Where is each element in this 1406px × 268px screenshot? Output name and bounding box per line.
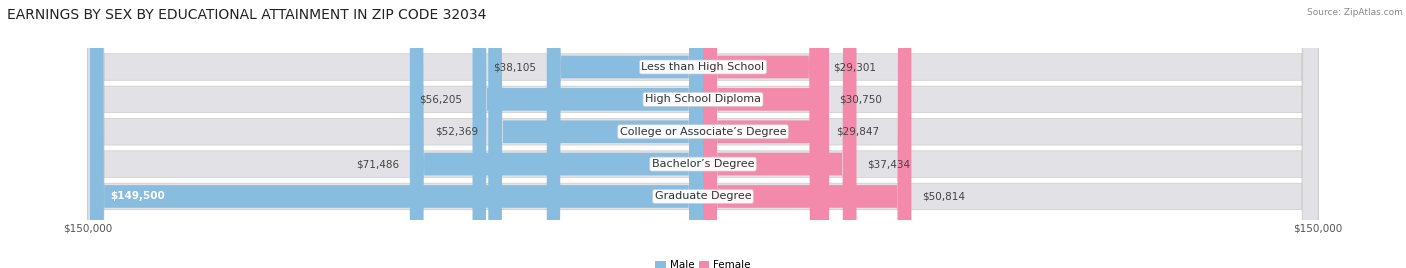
FancyBboxPatch shape — [472, 0, 703, 268]
Text: Bachelor’s Degree: Bachelor’s Degree — [652, 159, 754, 169]
Text: $38,105: $38,105 — [494, 62, 537, 72]
Text: $52,369: $52,369 — [434, 127, 478, 137]
FancyBboxPatch shape — [703, 0, 856, 268]
FancyBboxPatch shape — [547, 0, 703, 268]
Text: High School Diploma: High School Diploma — [645, 94, 761, 104]
Text: College or Associate’s Degree: College or Associate’s Degree — [620, 127, 786, 137]
Text: $30,750: $30,750 — [839, 94, 882, 104]
Text: $71,486: $71,486 — [357, 159, 399, 169]
FancyBboxPatch shape — [703, 0, 823, 268]
FancyBboxPatch shape — [90, 0, 703, 268]
Text: $56,205: $56,205 — [419, 94, 463, 104]
Legend: Male, Female: Male, Female — [651, 256, 755, 268]
Text: $37,434: $37,434 — [866, 159, 910, 169]
Text: Graduate Degree: Graduate Degree — [655, 191, 751, 202]
Text: $29,301: $29,301 — [834, 62, 876, 72]
FancyBboxPatch shape — [87, 0, 1319, 268]
FancyBboxPatch shape — [87, 0, 1319, 268]
Text: Less than High School: Less than High School — [641, 62, 765, 72]
FancyBboxPatch shape — [703, 0, 911, 268]
FancyBboxPatch shape — [488, 0, 703, 268]
Text: $29,847: $29,847 — [835, 127, 879, 137]
Text: $149,500: $149,500 — [111, 191, 165, 202]
FancyBboxPatch shape — [703, 0, 825, 268]
FancyBboxPatch shape — [703, 0, 830, 268]
FancyBboxPatch shape — [87, 0, 1319, 268]
FancyBboxPatch shape — [87, 0, 1319, 268]
Text: Source: ZipAtlas.com: Source: ZipAtlas.com — [1308, 8, 1403, 17]
Text: $50,814: $50,814 — [921, 191, 965, 202]
FancyBboxPatch shape — [87, 0, 1319, 268]
FancyBboxPatch shape — [409, 0, 703, 268]
Text: EARNINGS BY SEX BY EDUCATIONAL ATTAINMENT IN ZIP CODE 32034: EARNINGS BY SEX BY EDUCATIONAL ATTAINMEN… — [7, 8, 486, 22]
